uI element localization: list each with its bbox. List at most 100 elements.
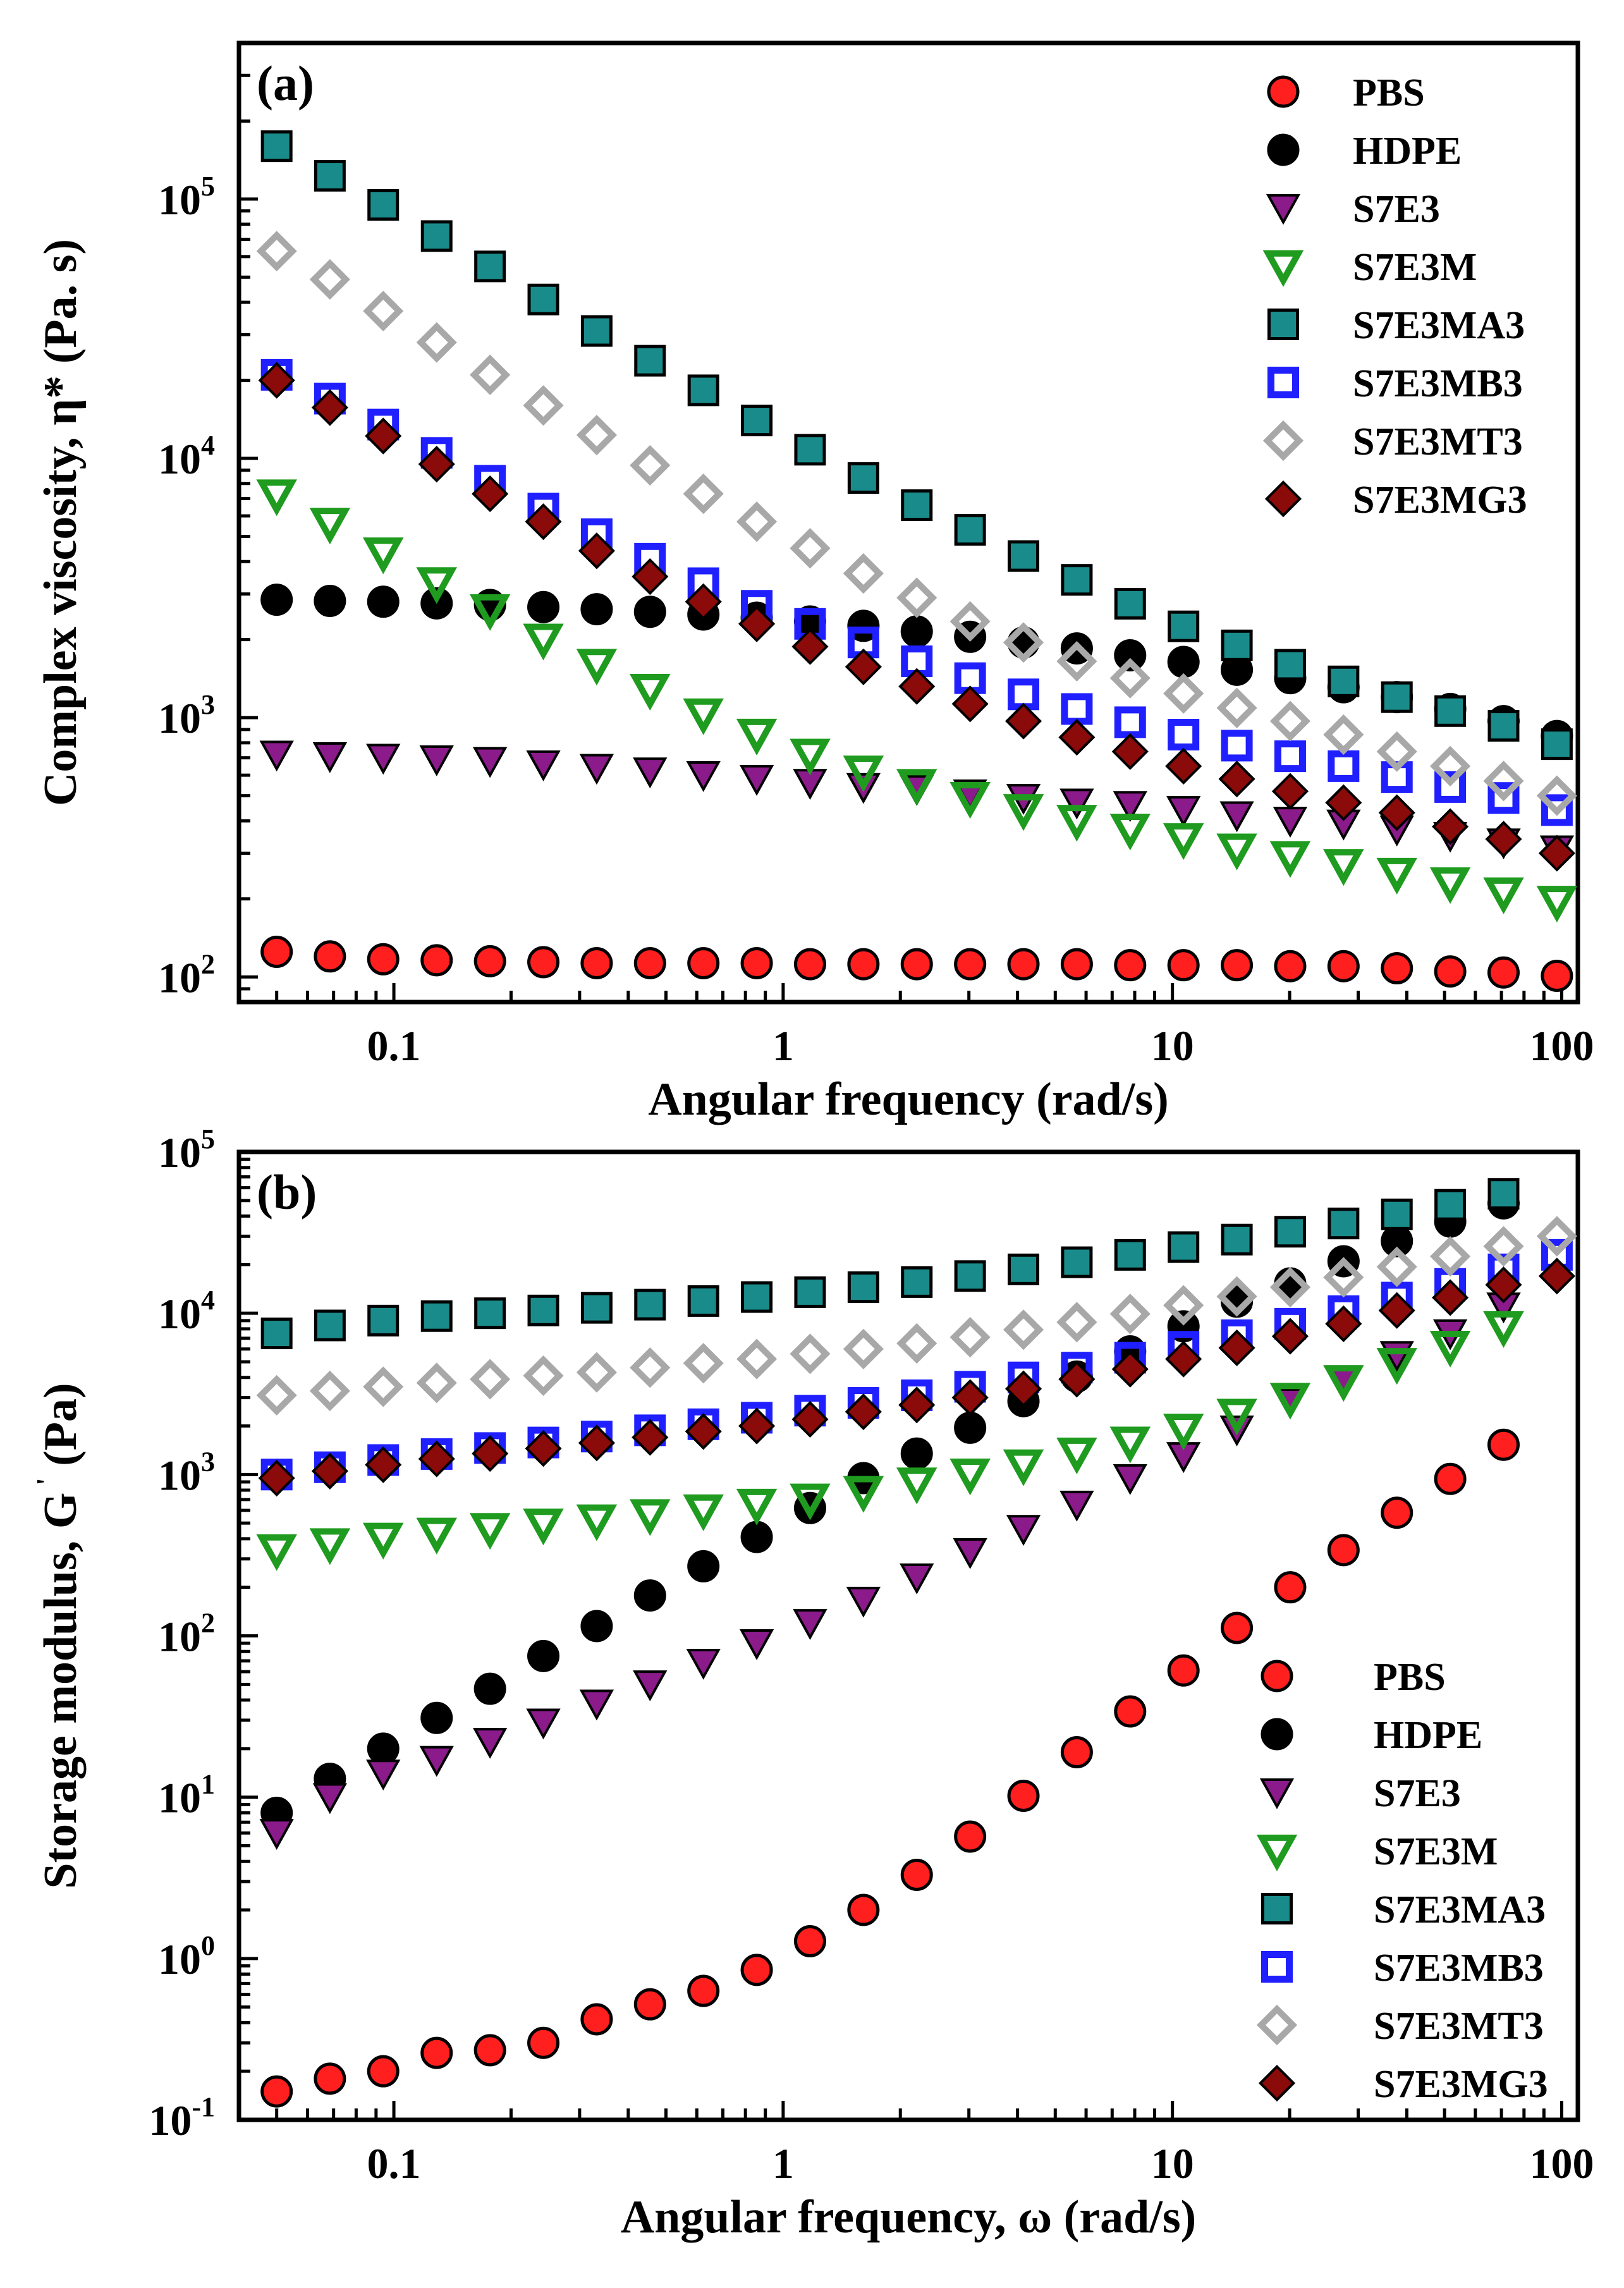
y-axis: 10-1 100 101 102 103 104 105 <box>149 1123 258 2144</box>
data-point <box>365 417 402 455</box>
data-point <box>525 1430 562 1467</box>
data-point <box>527 2026 560 2059</box>
data-point <box>1059 1490 1094 1522</box>
x-tick-label: 100 <box>1530 2139 1594 2187</box>
data-point <box>472 1435 509 1472</box>
x-tick-label: 1 <box>772 1022 794 1070</box>
data-point <box>1434 1462 1467 1495</box>
data-point <box>367 1304 400 1337</box>
data-point <box>846 1586 881 1618</box>
data-point <box>896 1467 937 1505</box>
data-point <box>256 479 297 517</box>
data-point <box>469 1513 511 1550</box>
data-point <box>416 1517 457 1555</box>
data-point <box>311 389 348 426</box>
y-tick-label: 105 <box>158 171 215 224</box>
data-point <box>418 1440 455 1477</box>
data-point <box>309 508 351 545</box>
panel-b: 0.1 1 10 100 10-1 100 101 102 103 104 105 Angular f… <box>31 1123 1594 2243</box>
data-point <box>367 585 400 618</box>
data-point <box>686 1649 721 1680</box>
legend-marker <box>1266 193 1301 225</box>
data-point <box>1165 747 1202 785</box>
data-point <box>791 1400 829 1438</box>
legend-marker <box>1264 480 1302 518</box>
x-tick-label: 1 <box>772 2139 794 2187</box>
data-point <box>954 1260 986 1292</box>
data-point <box>1216 687 1257 728</box>
data-point <box>1328 665 1360 697</box>
data-points <box>256 1178 1577 2108</box>
legend: PBS HDPE S7E3 S7E3M S7E3MA3 S7E3MB3 S7E3MT3 S7E… <box>1262 71 1527 522</box>
data-point <box>793 948 826 981</box>
legend-label: S7E3MA3 <box>1374 1888 1546 1931</box>
data-point <box>738 1407 776 1445</box>
data-point <box>314 1309 346 1342</box>
data-point <box>1485 1266 1522 1304</box>
series-s7e3mg3 <box>258 362 1575 872</box>
data-point <box>1168 1231 1200 1263</box>
data-point <box>1111 733 1149 770</box>
data-point <box>1376 1246 1417 1287</box>
data-point <box>314 584 346 617</box>
data-point <box>736 1488 778 1526</box>
legend-marker <box>1259 1778 1295 1809</box>
data-point <box>954 1411 987 1444</box>
data-point <box>1109 658 1151 699</box>
data-point <box>683 1343 724 1384</box>
data-point <box>1269 1266 1311 1308</box>
data-point <box>1325 1305 1362 1342</box>
data-point <box>1219 801 1254 833</box>
legend-marker <box>1262 420 1304 462</box>
data-point <box>1538 835 1575 872</box>
legend: PBS HDPE S7E3 S7E3M S7E3MA3 S7E3MB3 S7E3MT3 S7E… <box>1256 1656 1548 2106</box>
data-point <box>683 474 724 515</box>
data-point <box>1061 1246 1093 1278</box>
data-point <box>1165 1340 1202 1378</box>
data-point <box>1538 1257 1575 1295</box>
data-point <box>847 462 879 494</box>
data-point <box>1004 1370 1042 1407</box>
x-axis-title: Angular frequency (rad/s) <box>648 1074 1169 1125</box>
data-point <box>420 220 453 252</box>
data-point <box>1327 950 1360 982</box>
data-point <box>1381 1496 1413 1529</box>
data-point <box>1109 1426 1151 1464</box>
data-point <box>416 567 457 604</box>
data-point <box>845 1393 882 1431</box>
legend-label: HDPE <box>1353 130 1462 173</box>
data-point <box>896 577 937 618</box>
data-point <box>1221 949 1254 982</box>
data-point <box>1167 1654 1200 1687</box>
data-point <box>1429 1330 1471 1367</box>
data-point <box>736 501 778 542</box>
data-point <box>1114 1695 1147 1728</box>
data-point <box>576 1504 618 1541</box>
data-point <box>311 1452 348 1490</box>
plot-frame <box>236 40 1580 1005</box>
legend-label: PBS <box>1353 71 1425 114</box>
data-point <box>1163 823 1204 860</box>
data-point <box>1221 730 1253 762</box>
data-point <box>580 1292 613 1324</box>
data-point <box>418 446 455 483</box>
data-point <box>1273 807 1308 838</box>
data-point <box>954 1820 987 1853</box>
data-point <box>1430 745 1471 786</box>
series-s7e3m <box>256 479 1578 923</box>
data-point <box>1056 1437 1097 1474</box>
data-point <box>366 1759 401 1791</box>
data-point <box>1216 833 1257 871</box>
data-point <box>362 537 404 575</box>
data-point <box>416 322 457 363</box>
data-point <box>687 374 719 407</box>
data-point <box>473 945 506 977</box>
series-pbs <box>260 1428 1520 2108</box>
data-point <box>741 1281 773 1313</box>
data-point <box>901 489 933 522</box>
data-point <box>1216 1276 1257 1317</box>
data-point <box>580 593 613 626</box>
data-point <box>312 1783 348 1814</box>
data-point <box>1007 626 1040 659</box>
